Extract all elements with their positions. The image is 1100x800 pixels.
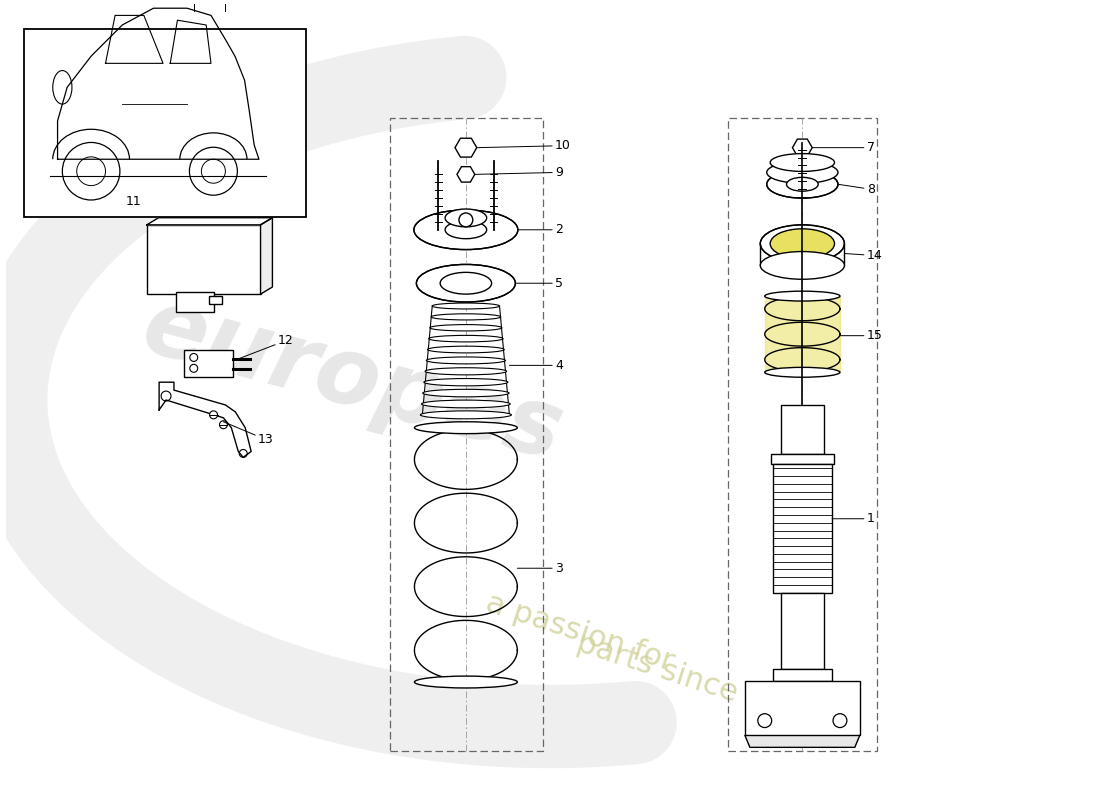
Ellipse shape bbox=[421, 400, 510, 408]
Ellipse shape bbox=[417, 265, 516, 302]
Text: 12: 12 bbox=[234, 334, 294, 361]
FancyBboxPatch shape bbox=[184, 350, 233, 378]
Polygon shape bbox=[745, 735, 860, 747]
Ellipse shape bbox=[760, 225, 845, 262]
Text: 13: 13 bbox=[223, 422, 274, 446]
Ellipse shape bbox=[431, 314, 500, 320]
Text: 15: 15 bbox=[840, 329, 882, 342]
Ellipse shape bbox=[764, 291, 840, 301]
Text: 3: 3 bbox=[517, 562, 563, 574]
Text: 11: 11 bbox=[126, 195, 142, 208]
Ellipse shape bbox=[428, 346, 504, 353]
Ellipse shape bbox=[764, 367, 840, 378]
Bar bbox=[772, 464, 832, 593]
Ellipse shape bbox=[425, 368, 507, 375]
Ellipse shape bbox=[760, 251, 845, 279]
Bar bbox=[728, 118, 877, 751]
Ellipse shape bbox=[422, 390, 509, 397]
Ellipse shape bbox=[415, 676, 517, 688]
Polygon shape bbox=[261, 218, 273, 294]
Polygon shape bbox=[160, 382, 251, 458]
Text: 2: 2 bbox=[517, 223, 563, 236]
Text: 8: 8 bbox=[838, 182, 875, 196]
Bar bbox=[176, 292, 213, 312]
Ellipse shape bbox=[446, 221, 486, 238]
Bar bbox=[23, 29, 306, 217]
FancyBboxPatch shape bbox=[146, 225, 261, 294]
Bar bbox=[745, 681, 860, 735]
Circle shape bbox=[833, 714, 847, 727]
Ellipse shape bbox=[415, 422, 517, 434]
Text: 9: 9 bbox=[475, 166, 563, 179]
Text: a passion for: a passion for bbox=[482, 589, 678, 677]
Bar bbox=[781, 593, 824, 669]
Polygon shape bbox=[146, 218, 273, 225]
Text: parts since 1985: parts since 1985 bbox=[573, 629, 824, 735]
Circle shape bbox=[220, 421, 228, 429]
Ellipse shape bbox=[427, 357, 506, 364]
Ellipse shape bbox=[432, 303, 499, 309]
Ellipse shape bbox=[767, 162, 838, 183]
Circle shape bbox=[758, 714, 772, 727]
Ellipse shape bbox=[429, 335, 503, 342]
Text: 4: 4 bbox=[509, 359, 563, 372]
Bar bbox=[389, 118, 543, 751]
Ellipse shape bbox=[440, 272, 492, 294]
Ellipse shape bbox=[786, 178, 818, 191]
Text: europes: europes bbox=[132, 280, 572, 481]
Text: 10: 10 bbox=[476, 139, 571, 152]
Text: 14: 14 bbox=[845, 249, 882, 262]
Circle shape bbox=[210, 411, 218, 419]
Bar bbox=[764, 296, 840, 372]
Ellipse shape bbox=[446, 209, 486, 227]
Bar bbox=[209, 296, 222, 304]
Circle shape bbox=[459, 213, 473, 227]
Bar bbox=[772, 669, 832, 681]
Ellipse shape bbox=[430, 325, 502, 331]
Bar bbox=[781, 405, 824, 454]
Text: 7: 7 bbox=[812, 141, 874, 154]
Ellipse shape bbox=[420, 411, 512, 419]
Ellipse shape bbox=[770, 229, 835, 258]
Ellipse shape bbox=[770, 154, 835, 171]
Text: 1: 1 bbox=[832, 512, 875, 526]
Ellipse shape bbox=[424, 378, 508, 386]
Ellipse shape bbox=[767, 170, 838, 198]
Ellipse shape bbox=[414, 210, 518, 250]
Bar bbox=[771, 454, 834, 464]
Text: 5: 5 bbox=[516, 277, 563, 290]
